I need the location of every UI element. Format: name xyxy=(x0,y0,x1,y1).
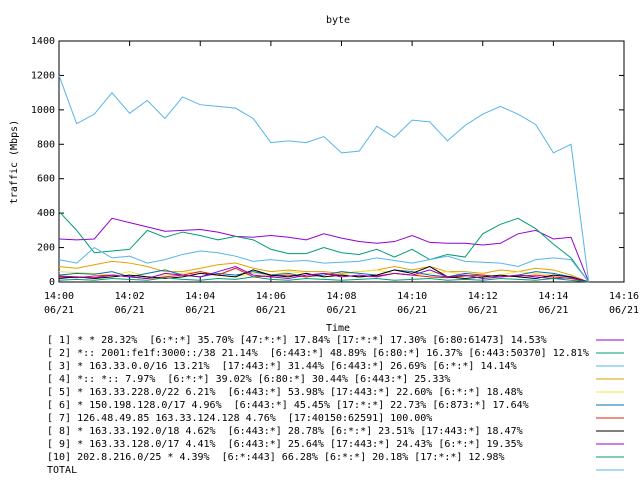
x-axis-label: Time xyxy=(326,323,350,334)
y-tick-label: 0 xyxy=(49,277,55,288)
series-line xyxy=(58,246,590,283)
legend-label: [ 9] * 163.33.128.0/17 4.41% [6:443:*] 2… xyxy=(47,439,523,450)
x-tick-label: 14:10 xyxy=(397,291,427,302)
x-tick-label: 14:12 xyxy=(468,291,498,302)
legend-label: [ 6] * 150.198.128.0/17 4.96% [6:443:*] … xyxy=(47,400,529,411)
series-line xyxy=(58,75,590,283)
legend-label: [10] 202.8.216.0/25 * 4.39% [6:*:443] 66… xyxy=(47,452,505,463)
x-tick-label: 06/21 xyxy=(326,305,356,316)
y-tick-label: 800 xyxy=(37,139,55,150)
series-line xyxy=(58,217,590,283)
legend-label: [ 5] * 163.33.228.0/22 6.21% [6:443:*] 5… xyxy=(47,387,523,398)
legend-label: [ 3] * 163.33.0.0/16 13.21% [17:443:*] 3… xyxy=(47,361,517,372)
chart-title: byte xyxy=(326,15,350,26)
y-tick-label: 400 xyxy=(37,208,55,219)
x-tick-label: 06/21 xyxy=(44,305,74,316)
series-line xyxy=(58,265,589,283)
series-line xyxy=(58,211,590,283)
x-tick-label: 14:16 xyxy=(609,291,639,302)
legend-label: [ 8] * 163.33.192.0/18 4.62% [6:443:*] 2… xyxy=(47,426,523,437)
x-tick-label: 14:00 xyxy=(44,291,74,302)
y-tick-label: 600 xyxy=(37,174,55,185)
x-tick-label: 06/21 xyxy=(185,305,215,316)
series-line xyxy=(58,276,589,283)
x-tick-label: 14:14 xyxy=(538,291,568,302)
x-tick-label: 14:04 xyxy=(185,291,215,302)
y-tick-label: 1200 xyxy=(31,70,55,81)
y-tick-label: 1400 xyxy=(31,36,55,47)
x-tick-label: 06/21 xyxy=(256,305,286,316)
series-line xyxy=(58,265,589,283)
x-tick-label: 06/21 xyxy=(468,305,498,316)
x-tick-label: 06/21 xyxy=(397,305,427,316)
series-line xyxy=(58,260,589,283)
y-axis-label: traffic (Mbps) xyxy=(9,120,20,204)
x-tick-label: 14:02 xyxy=(115,291,145,302)
legend-label: TOTAL xyxy=(47,465,77,476)
y-tick-label: 1000 xyxy=(31,105,55,116)
x-tick-label: 06/21 xyxy=(538,305,568,316)
x-tick-label: 06/21 xyxy=(115,305,145,316)
legend-label: [ 4] *:: *:: 7.97% [6:*:*] 39.02% [6:80:… xyxy=(47,374,450,385)
x-tick-label: 06/21 xyxy=(609,305,639,316)
legend-label: [ 1] * * 28.32% [6:*:*] 35.70% [47:*:*] … xyxy=(47,335,547,346)
legend-label: [ 7] 126.48.49.85 163.33.124.128 4.76% [… xyxy=(47,413,432,424)
x-tick-label: 14:08 xyxy=(326,291,356,302)
legend-label: [ 2] *:: 2001:fe1f:3000::/38 21.14% [6:4… xyxy=(47,348,589,359)
y-tick-label: 200 xyxy=(37,243,55,254)
x-tick-label: 14:06 xyxy=(256,291,286,302)
